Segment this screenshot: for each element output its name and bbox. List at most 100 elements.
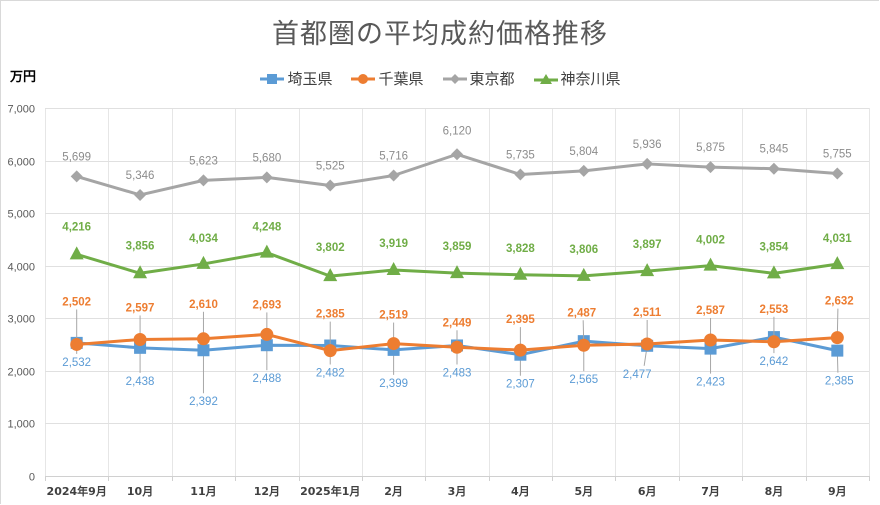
data-point-diamond [324, 179, 337, 192]
data-point-triangle [703, 257, 718, 271]
data-label: 5,623 [189, 155, 218, 167]
data-point-diamond [451, 148, 463, 161]
y-tick-label: 0 [29, 472, 35, 484]
data-label: 5,845 [760, 144, 789, 156]
data-point-circle [640, 337, 654, 351]
data-label: 2,449 [443, 317, 472, 329]
data-label: 2,610 [189, 299, 218, 311]
data-label: 2,385 [316, 309, 345, 321]
series-1: 2,502 2,597 2,610 2,693 2,385 2,519 2,449 2,395… [62, 296, 854, 358]
x-tick-label: 9月 [828, 485, 847, 498]
legend-item-tokyo[interactable]: 東京都 [442, 68, 515, 89]
x-tick-label: 5月 [574, 485, 593, 498]
legend-marker-triangle-icon [533, 73, 558, 84]
legend-marker-square-icon [260, 73, 285, 84]
data-label: 2,565 [569, 374, 598, 386]
data-label: 3,859 [443, 241, 472, 253]
data-label: 2,511 [633, 307, 662, 319]
data-point-diamond [641, 157, 654, 170]
data-point-square [197, 344, 210, 357]
data-label: 6,120 [443, 125, 472, 137]
data-label: 5,680 [252, 152, 281, 164]
data-label: 3,806 [569, 244, 598, 256]
data-point-circle [196, 332, 210, 346]
data-label: 2,423 [696, 377, 725, 389]
legend-item-kanagawa[interactable]: 神奈川県 [533, 68, 621, 89]
data-point-diamond [197, 174, 210, 187]
y-axis-unit-label: 万円 [10, 70, 37, 85]
data-label: 3,802 [316, 242, 345, 254]
legend-marker-circle-icon [351, 73, 376, 84]
legend-item-chiba[interactable]: 千葉県 [350, 68, 424, 89]
legend-label: 埼玉県 [287, 70, 333, 88]
data-point-diamond [704, 161, 717, 174]
data-label: 3,897 [633, 239, 662, 251]
data-label: 2,438 [126, 376, 155, 388]
data-point-triangle [513, 266, 528, 280]
data-point-triangle [196, 255, 211, 269]
x-tick-label: 2024年9月 [47, 484, 107, 498]
data-point-triangle [640, 263, 655, 277]
data-label: 3,919 [379, 238, 408, 250]
legend-item-saitama[interactable]: 埼玉県 [259, 68, 332, 89]
y-tick-label: 7,000 [7, 104, 35, 116]
data-label: 5,755 [823, 148, 852, 160]
x-tick-label: 8月 [765, 485, 784, 498]
x-tick-label: 11月 [190, 485, 216, 498]
data-point-circle [767, 335, 781, 349]
data-point-triangle [450, 265, 464, 279]
data-label: 4,031 [823, 233, 852, 245]
data-label: 2,395 [506, 314, 535, 326]
data-label: 5,875 [696, 142, 725, 154]
data-point-circle [70, 337, 84, 351]
data-point-diamond [70, 170, 83, 183]
data-point-triangle [259, 244, 274, 258]
data-label: 5,735 [506, 150, 535, 162]
y-tick-label: 2,000 [7, 367, 35, 379]
legend-label: 神奈川県 [560, 70, 621, 88]
data-label: 2,693 [252, 299, 281, 311]
data-label: 2,587 [696, 305, 725, 317]
data-label: 2,597 [126, 302, 155, 314]
y-tick-label: 1,000 [7, 419, 35, 431]
data-point-circle [830, 331, 844, 345]
data-label: 2,487 [567, 307, 596, 319]
data-point-diamond [514, 168, 527, 181]
series-3: 4,216 3,856 4,034 4,248 3,802 3,919 3,859 3,828… [62, 221, 852, 282]
data-point-triangle [133, 265, 148, 279]
data-point-circle [323, 344, 337, 358]
data-label: 2,502 [62, 296, 91, 308]
data-label: 2,483 [443, 367, 472, 379]
data-label: 5,804 [569, 146, 598, 158]
data-point-circle [513, 343, 527, 357]
data-label: 2,385 [825, 376, 854, 388]
legend-label: 東京都 [469, 70, 515, 88]
x-tick-label: 7月 [701, 485, 720, 498]
x-tick-label: 2025年1月 [300, 484, 360, 498]
data-label: 5,699 [62, 151, 91, 163]
x-tick-label: 3月 [448, 485, 467, 498]
data-label: 3,854 [760, 241, 789, 253]
data-label: 5,716 [379, 151, 408, 163]
data-point-triangle [323, 268, 338, 282]
data-label: 3,828 [506, 243, 535, 255]
data-label: 2,392 [189, 396, 218, 408]
data-point-circle [387, 337, 401, 351]
legend-label: 千葉県 [378, 70, 424, 88]
data-label: 3,856 [126, 240, 155, 252]
data-label: 5,936 [633, 139, 662, 151]
y-tick-label: 4,000 [7, 262, 35, 274]
series-2: 5,699 5,346 5,623 5,680 5,525 5,716 6,120 5,735… [62, 125, 852, 201]
data-label: 2,482 [316, 368, 345, 380]
data-point-diamond [387, 169, 400, 182]
data-label: 2,519 [379, 310, 408, 322]
data-point-triangle [830, 256, 845, 270]
data-label: 2,307 [506, 379, 535, 391]
legend-marker-diamond-icon [442, 73, 467, 84]
x-tick-label: 4月 [511, 485, 530, 498]
data-point-diamond [831, 167, 844, 180]
data-point-diamond [260, 171, 273, 184]
x-tick-label: 12月 [254, 485, 280, 498]
